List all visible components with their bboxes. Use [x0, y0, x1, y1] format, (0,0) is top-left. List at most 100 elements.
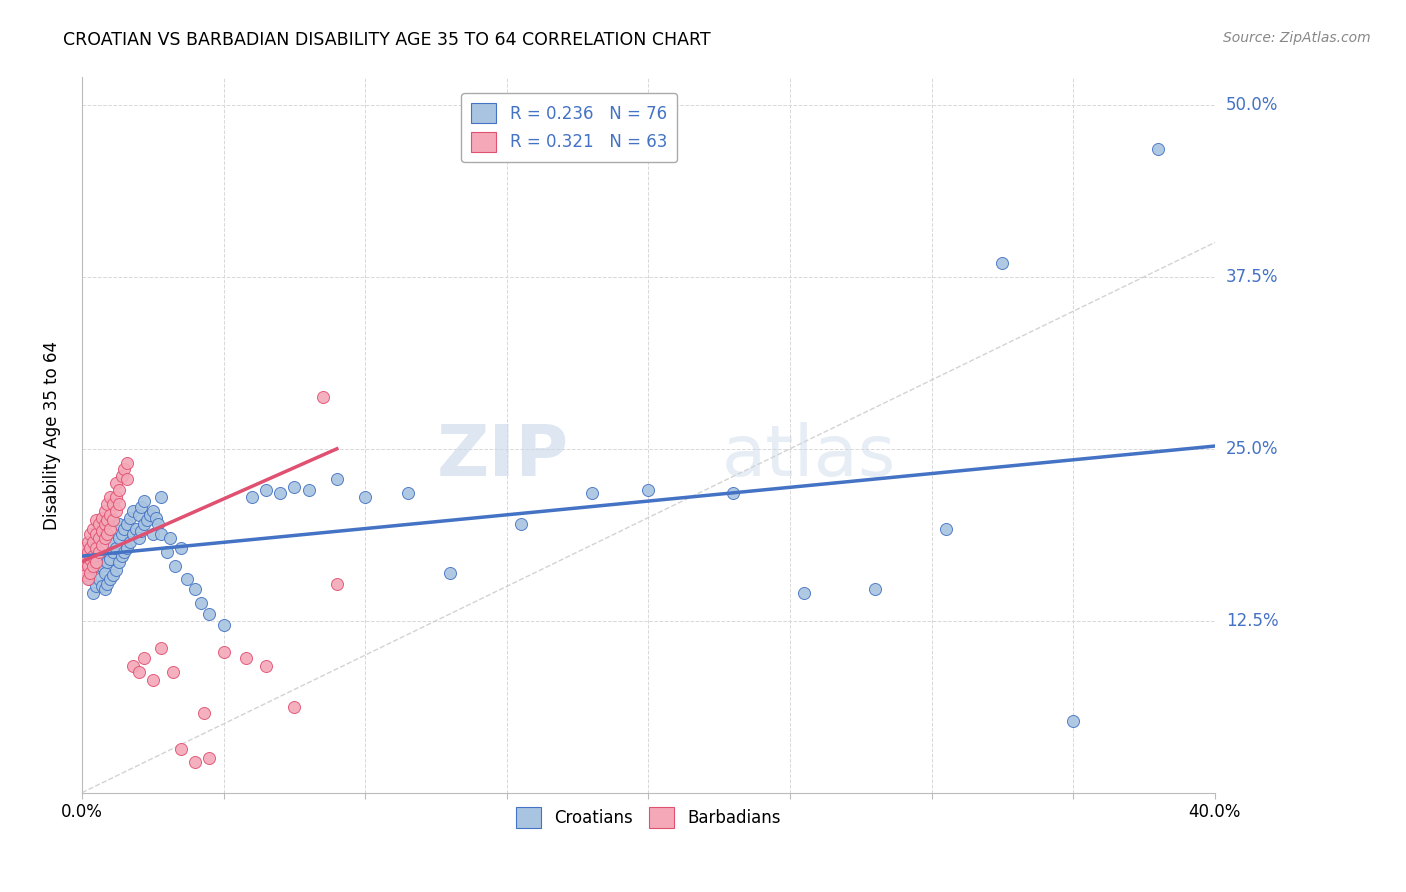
Point — [101, 545, 124, 559]
Text: atlas: atlas — [723, 422, 897, 491]
Point — [101, 513, 124, 527]
Point — [70, 566, 93, 580]
Point — [134, 517, 156, 532]
Point — [84, 513, 107, 527]
Point — [90, 579, 112, 593]
Point — [98, 551, 121, 566]
Point — [326, 472, 349, 486]
Point — [79, 551, 101, 566]
Point — [162, 665, 184, 679]
Point — [84, 558, 107, 573]
Point — [98, 490, 121, 504]
Point — [150, 641, 173, 656]
Point — [93, 582, 115, 596]
Point — [104, 541, 127, 555]
Point — [184, 756, 207, 770]
Point — [93, 566, 115, 580]
Point — [93, 531, 115, 545]
Point — [87, 551, 110, 566]
Text: 12.5%: 12.5% — [1226, 612, 1278, 630]
Point — [863, 582, 886, 596]
Point — [79, 566, 101, 580]
Point — [991, 256, 1014, 270]
Point — [98, 573, 121, 587]
Point — [396, 485, 419, 500]
Point — [90, 538, 112, 552]
Point — [150, 527, 173, 541]
Point — [107, 497, 129, 511]
Point — [139, 508, 162, 522]
Point — [142, 504, 165, 518]
Point — [76, 566, 98, 580]
Point — [125, 522, 148, 536]
Point — [1147, 142, 1170, 156]
Point — [84, 555, 107, 569]
Point — [254, 483, 277, 497]
Point — [637, 483, 659, 497]
Point — [128, 665, 150, 679]
Point — [145, 510, 167, 524]
Point — [98, 535, 121, 549]
Point — [136, 513, 159, 527]
Point — [84, 527, 107, 541]
Point — [107, 555, 129, 569]
Point — [82, 586, 104, 600]
Point — [82, 535, 104, 549]
Point — [117, 456, 139, 470]
Point — [110, 527, 132, 541]
Point — [134, 494, 156, 508]
Point — [235, 651, 257, 665]
Point — [312, 390, 335, 404]
Point — [96, 576, 118, 591]
Point — [240, 490, 263, 504]
Point — [156, 545, 179, 559]
Point — [84, 579, 107, 593]
Point — [269, 485, 291, 500]
Point — [96, 527, 118, 541]
Point — [82, 549, 104, 563]
Point — [96, 497, 118, 511]
Text: 25.0%: 25.0% — [1226, 440, 1278, 458]
Point — [107, 483, 129, 497]
Point — [723, 485, 745, 500]
Point — [93, 517, 115, 532]
Point — [93, 504, 115, 518]
Text: ZIP: ZIP — [437, 422, 569, 491]
Point — [165, 558, 187, 573]
Point — [134, 651, 156, 665]
Point — [142, 527, 165, 541]
Point — [104, 476, 127, 491]
Point — [76, 573, 98, 587]
Point — [128, 508, 150, 522]
Point — [935, 522, 957, 536]
Text: 37.5%: 37.5% — [1226, 268, 1278, 285]
Point — [117, 541, 139, 555]
Point — [117, 517, 139, 532]
Point — [98, 522, 121, 536]
Point — [70, 549, 93, 563]
Point — [96, 513, 118, 527]
Point — [439, 566, 461, 580]
Point — [104, 563, 127, 577]
Point — [198, 607, 221, 621]
Point — [73, 568, 96, 582]
Point — [170, 741, 193, 756]
Point — [193, 706, 215, 720]
Point — [326, 576, 349, 591]
Point — [110, 549, 132, 563]
Point — [73, 541, 96, 555]
Text: 50.0%: 50.0% — [1226, 96, 1278, 114]
Point — [87, 531, 110, 545]
Point — [198, 751, 221, 765]
Point — [354, 490, 377, 504]
Point — [142, 673, 165, 687]
Point — [122, 659, 145, 673]
Point — [104, 504, 127, 518]
Point — [212, 618, 235, 632]
Point — [148, 517, 170, 532]
Point — [297, 483, 319, 497]
Point — [101, 568, 124, 582]
Point — [110, 469, 132, 483]
Point — [114, 522, 136, 536]
Point — [90, 524, 112, 539]
